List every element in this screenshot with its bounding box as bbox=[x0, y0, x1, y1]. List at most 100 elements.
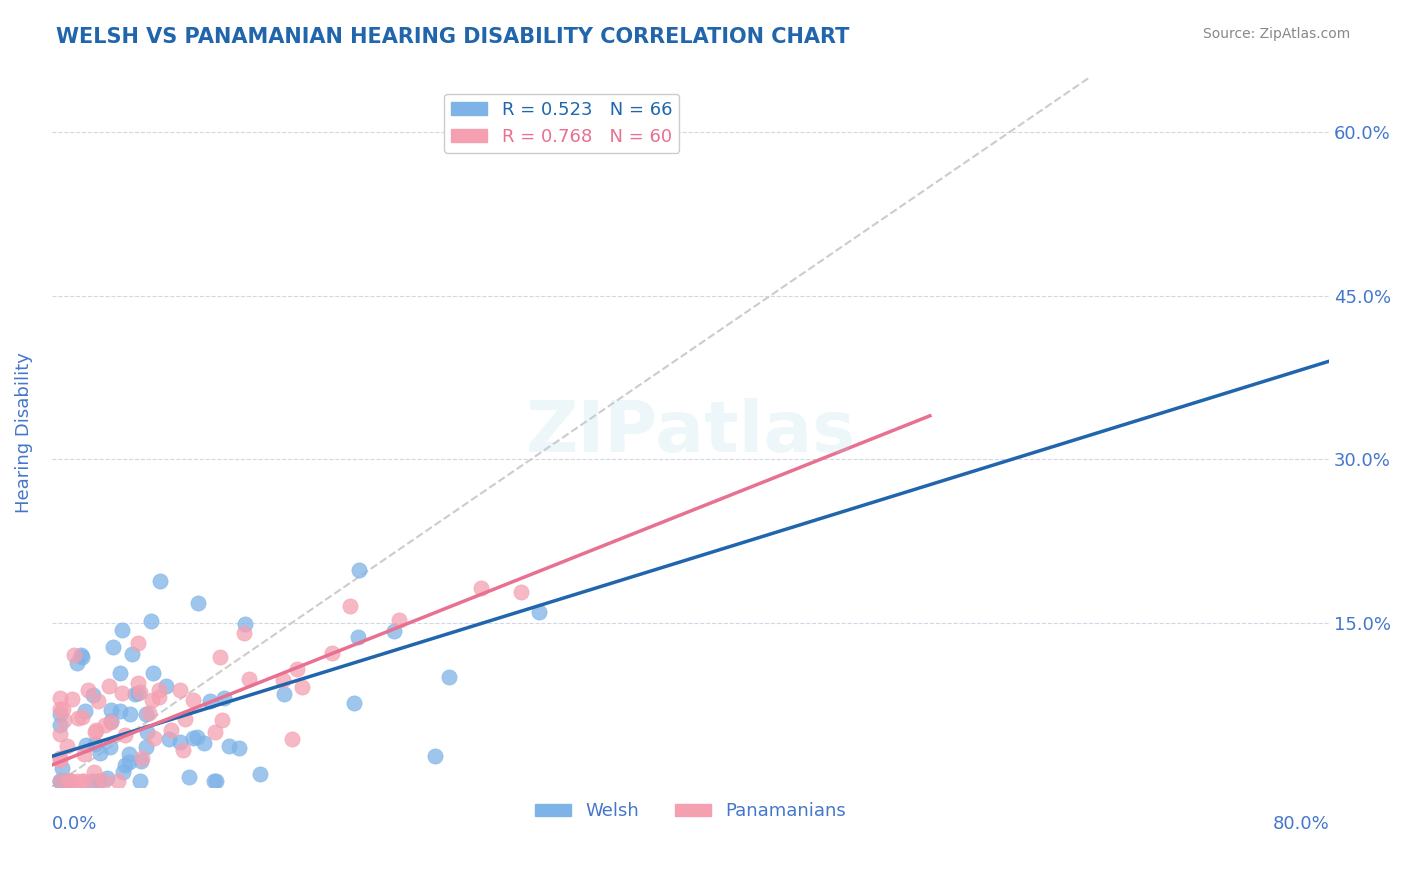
Point bbox=[98, 679, 121, 693]
Point bbox=[107, 774, 129, 789]
Point bbox=[388, 613, 411, 627]
Point bbox=[100, 714, 122, 729]
Text: 0.0%: 0.0% bbox=[52, 815, 97, 833]
Point bbox=[60, 691, 83, 706]
Point bbox=[73, 747, 96, 761]
Point bbox=[67, 711, 90, 725]
Point bbox=[70, 648, 93, 663]
Point bbox=[160, 723, 183, 738]
Point bbox=[100, 703, 122, 717]
Point bbox=[51, 761, 73, 775]
Point bbox=[148, 682, 170, 697]
Point bbox=[93, 717, 115, 731]
Point bbox=[66, 774, 89, 789]
Point bbox=[114, 758, 136, 772]
Point bbox=[135, 707, 157, 722]
Point bbox=[423, 748, 446, 763]
Point bbox=[53, 713, 76, 727]
Point bbox=[214, 691, 236, 706]
Point bbox=[143, 731, 166, 745]
Point bbox=[135, 739, 157, 754]
Point bbox=[211, 713, 233, 727]
Text: ZIPatlas: ZIPatlas bbox=[526, 398, 855, 467]
Point bbox=[53, 774, 76, 789]
Point bbox=[131, 751, 153, 765]
Point bbox=[56, 739, 79, 754]
Point bbox=[193, 736, 215, 750]
Point bbox=[72, 774, 94, 789]
Point bbox=[48, 751, 70, 765]
Point bbox=[117, 747, 139, 761]
Point bbox=[114, 728, 136, 742]
Point bbox=[49, 773, 72, 788]
Point bbox=[127, 636, 149, 650]
Y-axis label: Hearing Disability: Hearing Disability bbox=[15, 351, 32, 513]
Point bbox=[127, 686, 149, 700]
Point bbox=[129, 774, 152, 789]
Point bbox=[209, 650, 232, 665]
Point bbox=[228, 740, 250, 755]
Point bbox=[172, 743, 194, 757]
Point bbox=[48, 707, 70, 722]
Point bbox=[273, 687, 295, 701]
Point bbox=[149, 574, 172, 589]
Text: WELSH VS PANAMANIAN HEARING DISABILITY CORRELATION CHART: WELSH VS PANAMANIAN HEARING DISABILITY C… bbox=[56, 27, 849, 46]
Point bbox=[108, 704, 131, 718]
Point bbox=[87, 774, 110, 789]
Text: Source: ZipAtlas.com: Source: ZipAtlas.com bbox=[1202, 27, 1350, 41]
Point bbox=[48, 718, 70, 732]
Point bbox=[174, 712, 197, 726]
Point bbox=[89, 746, 111, 760]
Point bbox=[83, 724, 105, 739]
Point bbox=[48, 754, 70, 768]
Point bbox=[93, 774, 115, 789]
Point bbox=[101, 640, 124, 654]
Point bbox=[281, 731, 304, 746]
Point bbox=[70, 710, 93, 724]
Point bbox=[48, 727, 70, 741]
Point bbox=[72, 649, 94, 664]
Point bbox=[59, 774, 82, 789]
Point bbox=[347, 631, 370, 645]
Point bbox=[157, 732, 180, 747]
Point bbox=[77, 682, 100, 697]
Point bbox=[382, 624, 405, 639]
Point bbox=[120, 706, 142, 721]
Point bbox=[510, 585, 533, 599]
Point bbox=[470, 581, 492, 595]
Point bbox=[142, 666, 165, 681]
Point bbox=[58, 772, 80, 787]
Point bbox=[48, 774, 70, 789]
Point bbox=[127, 676, 149, 690]
Point bbox=[343, 696, 366, 710]
Point bbox=[169, 735, 191, 749]
Point bbox=[48, 774, 70, 789]
Point bbox=[186, 730, 208, 744]
Point bbox=[339, 599, 361, 614]
Point bbox=[169, 682, 191, 697]
Legend: Welsh, Panamanians: Welsh, Panamanians bbox=[527, 795, 853, 828]
Point bbox=[84, 723, 107, 737]
Point bbox=[111, 686, 134, 700]
Point bbox=[63, 648, 86, 662]
Point bbox=[124, 687, 146, 701]
Point bbox=[82, 688, 104, 702]
Point bbox=[111, 764, 134, 779]
Point bbox=[87, 694, 110, 708]
Point bbox=[59, 774, 82, 789]
Point bbox=[75, 739, 97, 753]
Point bbox=[218, 739, 240, 753]
Point bbox=[108, 666, 131, 681]
Point bbox=[198, 694, 221, 708]
Point bbox=[84, 737, 107, 751]
Point bbox=[238, 672, 260, 686]
Point bbox=[437, 670, 460, 684]
Point bbox=[141, 693, 163, 707]
Point bbox=[48, 690, 70, 705]
Point bbox=[285, 662, 308, 676]
Point bbox=[249, 767, 271, 781]
Point bbox=[181, 693, 204, 707]
Point bbox=[118, 756, 141, 770]
Point bbox=[177, 770, 200, 784]
Point bbox=[52, 702, 75, 716]
